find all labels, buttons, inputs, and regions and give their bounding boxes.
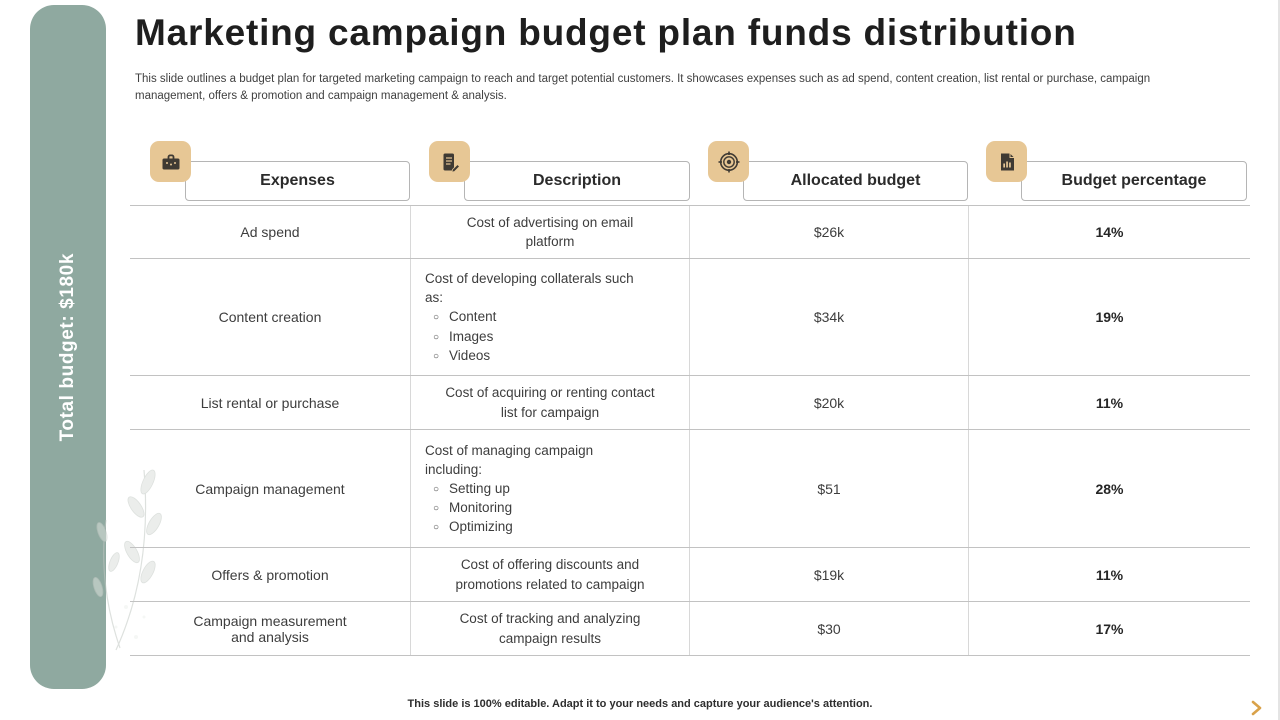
expense-cell: List rental or purchase [130, 376, 410, 429]
description-cell: Cost of advertising on email platform [410, 206, 689, 258]
column-header-allocated-budget: Allocated budget [743, 161, 968, 201]
percentage-cell: 11% [968, 548, 1250, 601]
description-cell: Cost of acquiring or renting contact lis… [410, 376, 689, 429]
allocated-budget-icon-tile [708, 141, 749, 182]
chevron-right-icon[interactable] [1246, 698, 1266, 718]
description-text: Cost of advertising on email platform [466, 214, 634, 249]
percentage-text: 17% [1095, 620, 1124, 637]
budget-text: $34k [813, 309, 845, 325]
expense-text: Ad spend [240, 224, 300, 240]
expense-cell: Content creation [130, 259, 410, 375]
table-row-campaign-management: Campaign management Cost of managing cam… [130, 429, 1250, 547]
column-header-label: Description [532, 172, 621, 189]
bullet-text: Monitoring [449, 500, 513, 516]
percentage-cell: 19% [968, 259, 1250, 375]
document-pencil-icon [443, 153, 460, 173]
table-row-ad-spend: Ad spend Cost of advertising on email pl… [130, 205, 1250, 258]
description-list: Cost of developing collaterals such as: … [411, 269, 689, 365]
budget-percentage-icon-tile [986, 141, 1027, 182]
column-header-budget-percentage: Budget percentage [1021, 161, 1247, 201]
percentage-text: 28% [1095, 480, 1124, 497]
percentage-cell: 28% [968, 430, 1250, 547]
description-cell: Cost of developing collaterals such as: … [410, 259, 689, 375]
budget-cell: $30 [689, 602, 968, 655]
description-icon-tile [429, 141, 470, 182]
total-budget-label: Total budget: $180k [57, 252, 78, 442]
budget-text: $26k [813, 224, 845, 240]
description-text: Cost of tracking and analyzing campaign … [459, 611, 641, 646]
expense-text: List rental or purchase [200, 394, 340, 411]
expense-cell: Offers & promotion [130, 548, 410, 601]
slide-subtitle: This slide outlines a budget plan for ta… [135, 73, 1151, 103]
percentage-cell: 17% [968, 602, 1250, 655]
description-bullet: Setting up [433, 479, 679, 498]
description-cell: Cost of managing campaign including: Set… [410, 430, 689, 547]
column-header-label: Expenses [260, 172, 335, 189]
budget-text: $20k [813, 394, 845, 411]
description-list: Cost of managing campaign including: Set… [411, 441, 689, 537]
bullet-text: Images [449, 328, 494, 344]
table-row-content-creation: Content creation Cost of developing coll… [130, 258, 1250, 375]
description-cell: Cost of tracking and analyzing campaign … [410, 602, 689, 655]
percentage-cell: 14% [968, 206, 1250, 258]
budget-cell: $51 [689, 430, 968, 547]
expense-text: Campaign measurement and analysis [193, 612, 347, 645]
expense-text: Content creation [218, 309, 322, 325]
description-bullet: Images [433, 327, 679, 346]
description-text: Cost of offering discounts and promotion… [455, 557, 645, 592]
description-bullet: Optimizing [433, 517, 679, 536]
percentage-text: 11% [1095, 394, 1124, 411]
percentage-text: 14% [1095, 224, 1124, 240]
expense-cell: Campaign measurement and analysis [130, 602, 410, 655]
budget-cell: $19k [689, 548, 968, 601]
budget-cell: $20k [689, 376, 968, 429]
description-intro: Cost of developing collaterals such as: [425, 271, 634, 306]
bullet-text: Videos [449, 347, 491, 363]
column-header-description: Description [464, 161, 690, 201]
target-icon [718, 151, 739, 172]
budget-cell: $34k [689, 259, 968, 375]
budget-text: $51 [817, 480, 841, 497]
page-title: Marketing campaign budget plan funds dis… [135, 12, 1077, 53]
expense-cell: Campaign management [130, 430, 410, 547]
bullet-text: Content [449, 309, 497, 325]
table-row-campaign-measurement: Campaign measurement and analysis Cost o… [130, 601, 1250, 655]
percentage-cell: 11% [968, 376, 1250, 429]
bullet-text: Setting up [449, 480, 510, 496]
description-cell: Cost of offering discounts and promotion… [410, 548, 689, 601]
budget-table: Ad spend Cost of advertising on email pl… [130, 205, 1250, 656]
description-bullet: Monitoring [433, 498, 679, 517]
column-header-label: Allocated budget [790, 172, 921, 189]
description-bullet: Videos [433, 346, 679, 365]
description-bullet: Content [433, 307, 679, 326]
budget-cell: $26k [689, 206, 968, 258]
percentage-text: 19% [1095, 309, 1124, 325]
column-header-expenses: Expenses [185, 161, 410, 201]
table-row-list-rental: List rental or purchase Cost of acquirin… [130, 375, 1250, 429]
report-chart-icon [1000, 153, 1014, 170]
budget-text: $30 [817, 620, 841, 637]
slide-edge-line [1278, 0, 1280, 720]
expense-text: Offers & promotion [211, 566, 329, 583]
expenses-icon-tile [150, 141, 191, 182]
description-text: Cost of acquiring or renting contact lis… [445, 385, 655, 420]
briefcase-icon [162, 154, 179, 169]
expense-text: Campaign management [195, 480, 345, 497]
bullet-text: Optimizing [449, 519, 513, 535]
total-budget-sidebar: Total budget: $180k [30, 5, 106, 689]
footer-note: This slide is 100% editable. Adapt it to… [407, 698, 873, 710]
description-intro: Cost of managing campaign including: [425, 442, 594, 477]
column-header-label: Budget percentage [1061, 172, 1207, 189]
table-row-offers-promotion: Offers & promotion Cost of offering disc… [130, 547, 1250, 601]
percentage-text: 11% [1095, 566, 1124, 583]
expense-cell: Ad spend [130, 206, 410, 258]
budget-text: $19k [813, 566, 845, 583]
